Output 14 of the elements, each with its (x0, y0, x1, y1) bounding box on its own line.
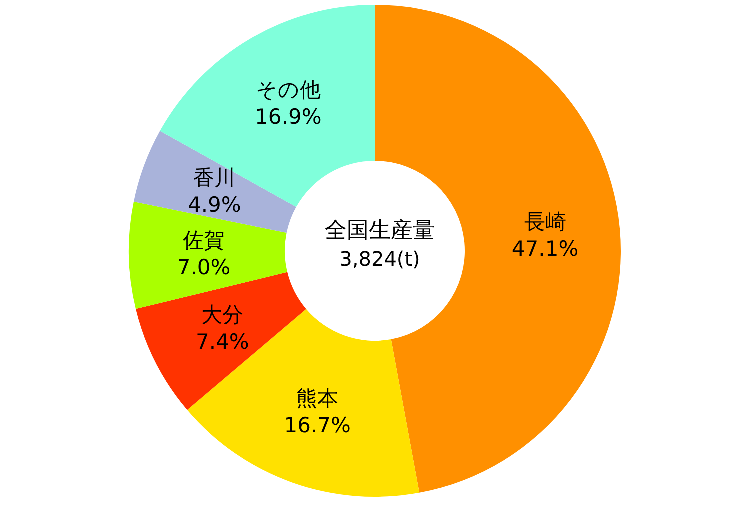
data-label: 16.9% (255, 105, 322, 130)
data-label: 4.9% (188, 193, 242, 218)
text: 3,824(t) (340, 247, 420, 271)
data-label: 16.7% (284, 414, 351, 438)
slice-label: 香川 (194, 166, 236, 190)
slice-label: 長崎 (524, 210, 566, 234)
slice-label: 佐賀 (183, 228, 226, 253)
data-label: 7.0% (177, 256, 231, 280)
slice-label: 熊本 (296, 386, 339, 411)
data-label: 47.1% (512, 236, 579, 261)
text: 全国生産量 (325, 218, 435, 244)
slice-label: その他 (256, 78, 321, 102)
slice-label: 大分 (202, 303, 244, 328)
data-label: 7.4% (196, 330, 250, 354)
